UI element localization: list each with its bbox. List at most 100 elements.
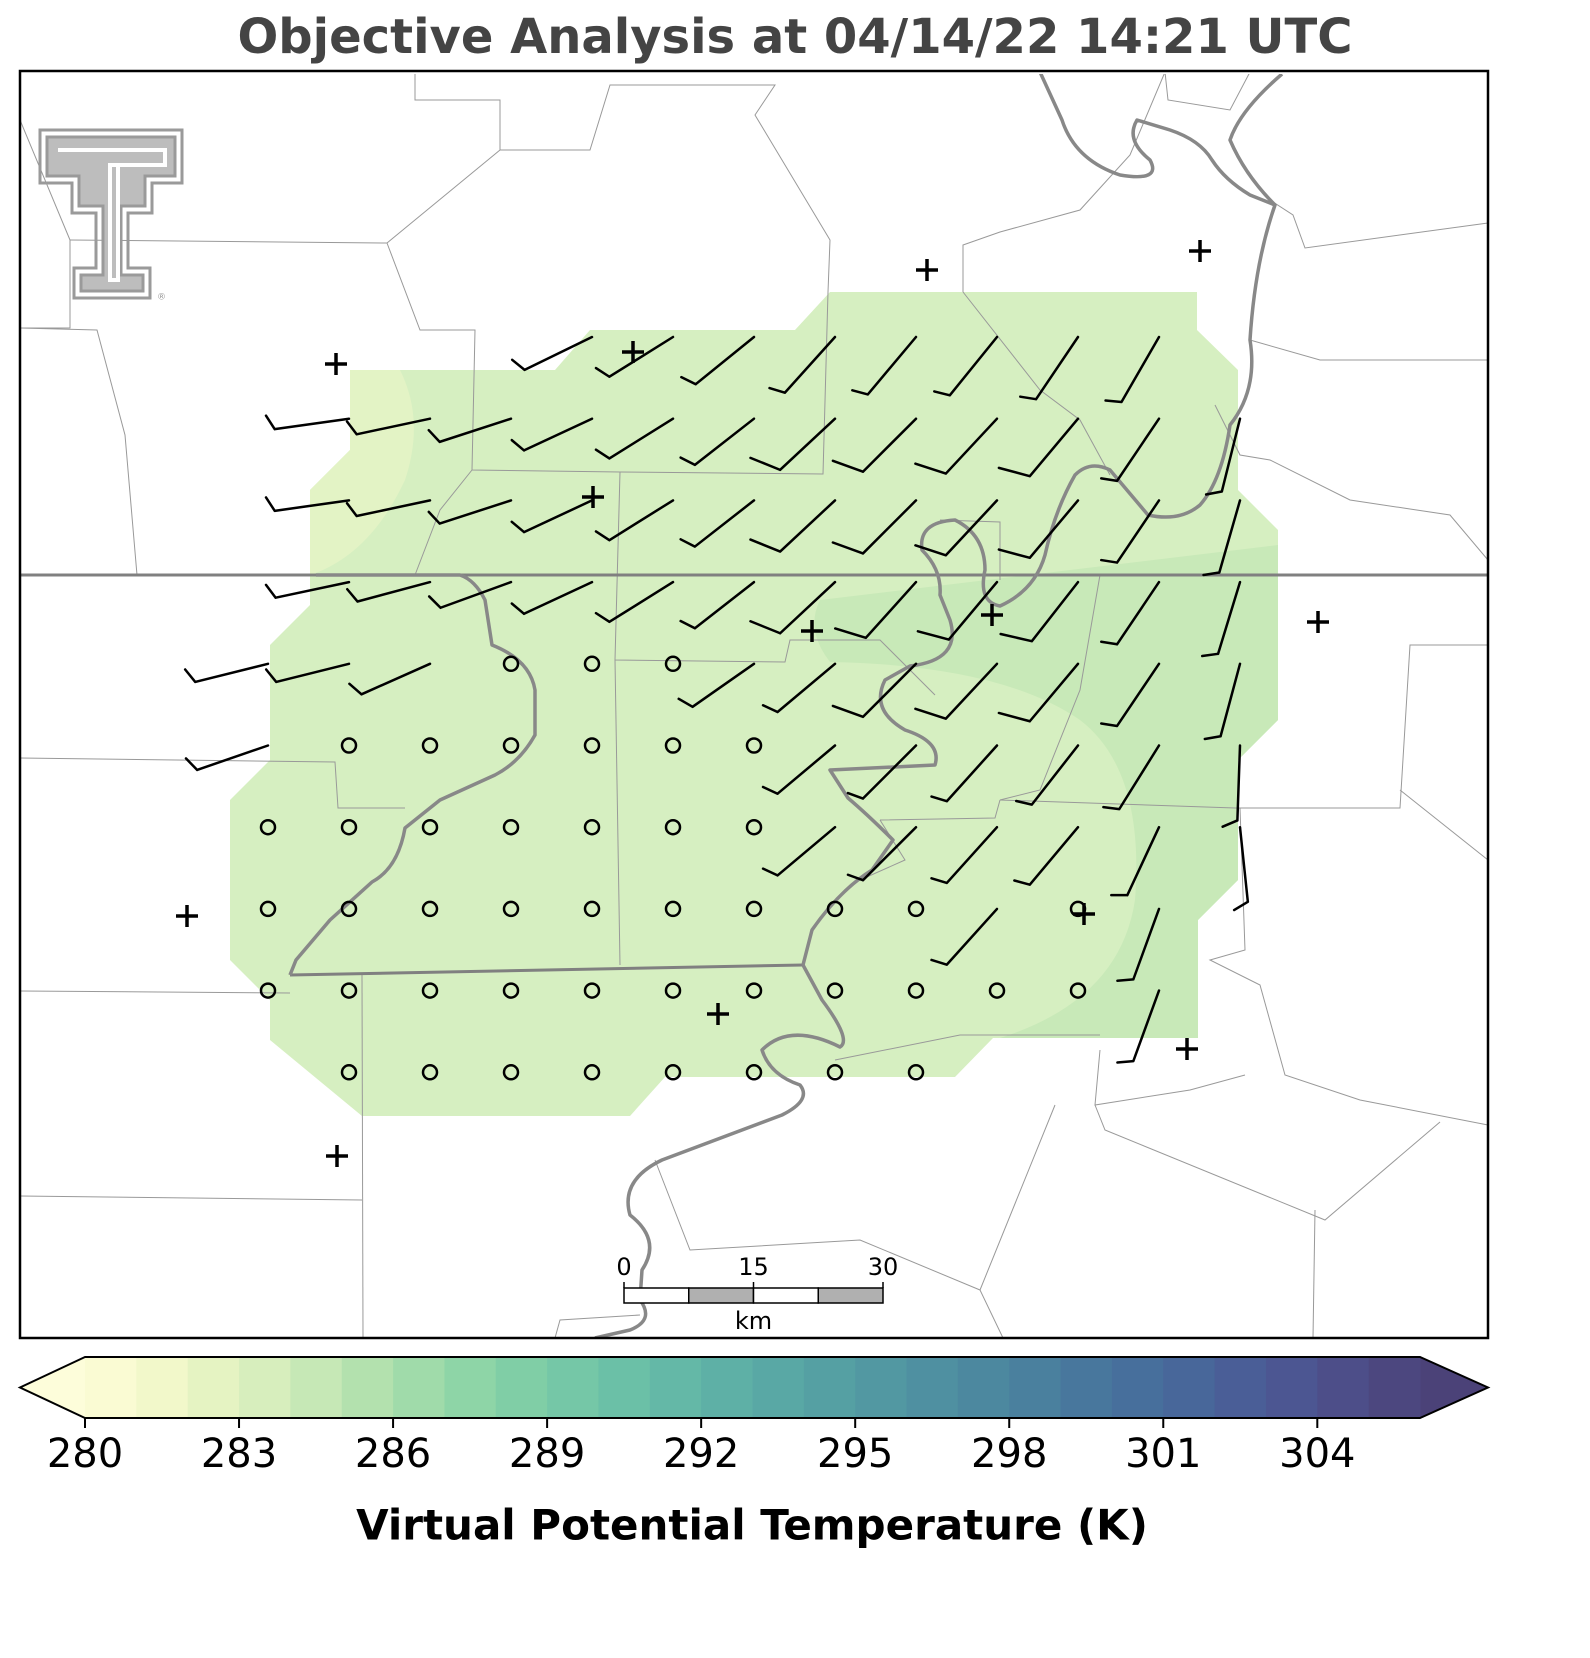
calm-marker [745, 737, 763, 754]
calm-marker [664, 900, 682, 918]
wind-barb [594, 335, 675, 378]
colorbar-bin [649, 1357, 702, 1418]
station [1176, 1038, 1198, 1060]
colorbar-bin [187, 1357, 240, 1418]
scale-segment [688, 1287, 755, 1304]
wind-barb [1110, 825, 1161, 897]
wind-barb [679, 499, 756, 548]
field-region [814, 545, 1278, 1038]
colorbar-bin [1214, 1357, 1267, 1418]
calm-marker [826, 982, 844, 999]
wind-barb [846, 744, 918, 800]
wind-barb [999, 580, 1080, 643]
colorbar-bin [598, 1357, 651, 1418]
wind-barb [914, 417, 999, 475]
calm-marker [1069, 982, 1087, 999]
calm-marker [340, 900, 358, 918]
wind-barb [831, 417, 918, 473]
calm-marker [745, 982, 763, 999]
calm-marker [907, 1064, 925, 1081]
map: ® 0 15 30 km [18, 69, 1490, 1340]
wind-barb [1204, 417, 1242, 496]
calm-marker [340, 818, 358, 836]
wind-barb [510, 335, 594, 372]
scale-tick-label: 30 [868, 1253, 899, 1281]
wind-barb [346, 580, 432, 603]
colorbar-bin [906, 1357, 959, 1418]
wind-barb [749, 417, 837, 472]
map-layers: ® 0 15 30 km [20, 74, 1488, 1338]
colorbar-bin [701, 1357, 753, 1418]
colorbar-label: Virtual Potential Temperature (K) [356, 1501, 1148, 1550]
wind-barb [761, 662, 837, 714]
calm-marker [664, 818, 682, 836]
wind-barbs [183, 335, 1250, 1081]
calm-marker [907, 982, 925, 999]
wind-barb [851, 335, 918, 396]
wind-barb [761, 825, 837, 877]
wind-barb [184, 744, 270, 772]
wind-barb [1200, 580, 1242, 658]
calm-marker [988, 982, 1006, 999]
svg-text:®: ® [157, 293, 166, 303]
wind-barb [510, 499, 594, 534]
title: Objective Analysis at 04/14/22 14:21 UTC [238, 9, 1353, 65]
calm-marker [421, 1064, 439, 1081]
colorbar-bin [752, 1357, 805, 1418]
calm-marker [259, 818, 277, 836]
colorbar-tick-label: 295 [817, 1431, 893, 1477]
state-line [289, 963, 804, 977]
colorbar-bin [1368, 1357, 1421, 1418]
calm-marker [745, 818, 763, 836]
calm-marker [259, 982, 277, 999]
colorbar-bin [1265, 1357, 1318, 1418]
calm-marker [421, 818, 439, 836]
station [707, 1003, 729, 1025]
calm-marker [259, 900, 277, 918]
calm-marker [502, 900, 520, 918]
wind-barb [594, 580, 675, 624]
calm-marker [583, 737, 601, 754]
colorbar-bin [393, 1357, 445, 1418]
wind-barb [831, 662, 918, 719]
station [801, 620, 823, 642]
colorbar-bin [1009, 1357, 1062, 1418]
colorbar-bin [136, 1357, 189, 1418]
colorbar-bin [1111, 1357, 1164, 1418]
calm-marker [745, 900, 763, 918]
colorbar-tick-label: 289 [509, 1431, 585, 1477]
calm-marker [502, 737, 520, 754]
calm-marker [583, 655, 601, 673]
wind-barb [427, 580, 513, 610]
calm-marker [745, 1064, 763, 1081]
county-lines [20, 74, 1488, 1338]
colorbar-tick-label: 298 [971, 1431, 1047, 1477]
calm-marker [826, 1064, 844, 1081]
wind-barb [1116, 907, 1161, 983]
calm-marker [421, 900, 439, 918]
calm-marker [664, 1064, 682, 1081]
calm-marker [421, 982, 439, 999]
wind-barb [677, 662, 756, 709]
station [1307, 611, 1329, 633]
wind-barb [679, 580, 756, 630]
calm-marker [340, 982, 358, 999]
calm-marker [340, 737, 358, 754]
wind-barb [1232, 825, 1250, 912]
wind-barb [768, 335, 837, 394]
wind-barb [1100, 662, 1161, 728]
wind-barb [1203, 662, 1242, 741]
colorbar-tick-label: 286 [355, 1431, 431, 1477]
wind-barb [914, 499, 999, 557]
wind-barb [930, 744, 999, 803]
colorbar-tick-label: 283 [201, 1431, 277, 1477]
wind-barb [1100, 499, 1161, 564]
station [176, 905, 198, 927]
calm-marker [502, 655, 520, 673]
colorbar-bin [855, 1357, 908, 1418]
colorbar: Virtual Potential Temperature (K) 280 283… [17, 1356, 1491, 1550]
colorbar-extend-low [20, 1357, 85, 1418]
calm-marker [502, 1064, 520, 1081]
